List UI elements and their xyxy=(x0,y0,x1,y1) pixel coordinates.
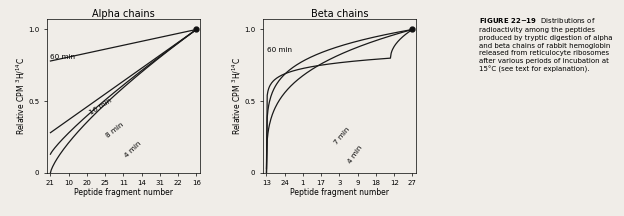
Text: 8 min: 8 min xyxy=(105,121,125,138)
Y-axis label: Relative CPM $^3$H/$^{14}$C: Relative CPM $^3$H/$^{14}$C xyxy=(230,57,243,135)
Text: 60 min: 60 min xyxy=(50,54,75,60)
Text: 60 min: 60 min xyxy=(268,47,293,53)
X-axis label: Peptide fragment number: Peptide fragment number xyxy=(290,188,389,197)
Text: 16 min: 16 min xyxy=(88,98,112,116)
X-axis label: Peptide fragment number: Peptide fragment number xyxy=(74,188,173,197)
Text: 4 min: 4 min xyxy=(347,144,364,164)
Title: Beta chains: Beta chains xyxy=(311,9,368,19)
Text: 7 min: 7 min xyxy=(333,126,351,146)
Title: Alpha chains: Alpha chains xyxy=(92,9,155,19)
Text: $\bf{FIGURE\ 22{-}19}$  Distributions of
radioactivity among the peptides
produc: $\bf{FIGURE\ 22{-}19}$ Distributions of … xyxy=(479,16,612,73)
Y-axis label: Relative CPM $^3$H/$^{14}$C: Relative CPM $^3$H/$^{14}$C xyxy=(14,57,27,135)
Text: 4 min: 4 min xyxy=(124,141,142,159)
